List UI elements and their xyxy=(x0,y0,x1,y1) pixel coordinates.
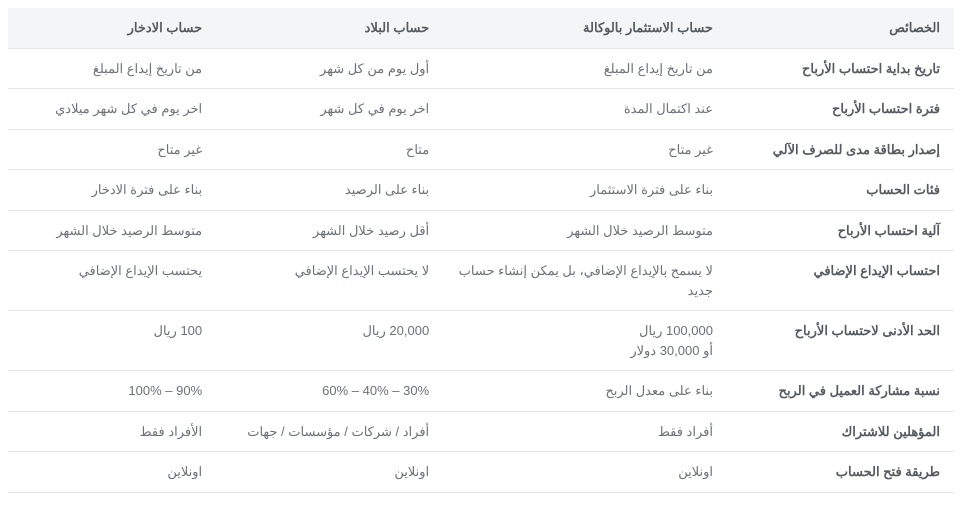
comparison-table: الخصائص حساب الاستثمار بالوكالة حساب الب… xyxy=(8,8,954,493)
wakala-cell: لا يسمح بالإيداع الإضافي، بل يمكن إنشاء … xyxy=(443,251,727,311)
savings-cell: متوسط الرصيد خلال الشهر xyxy=(8,210,216,251)
table-row: فئات الحساب بناء على فترة الاستثمار بناء… xyxy=(8,170,954,211)
wakala-cell: 100,000 ريالأو 30,000 دولار xyxy=(443,311,727,371)
savings-cell: غير متاح xyxy=(8,129,216,170)
bilad-cell: لا يحتسب الإيداع الإضافي xyxy=(216,251,443,311)
table-row: إصدار بطاقة مدى للصرف الآلي غير متاح متا… xyxy=(8,129,954,170)
wakala-cell: أفراد فقط xyxy=(443,411,727,452)
table-row: المؤهلين للاشتراك أفراد فقط أفراد / شركا… xyxy=(8,411,954,452)
col-header-features: الخصائص xyxy=(727,8,954,48)
savings-cell: 90% – 100% xyxy=(8,371,216,412)
feature-cell: المؤهلين للاشتراك xyxy=(727,411,954,452)
wakala-cell: اونلاين xyxy=(443,452,727,493)
bilad-cell: متاح xyxy=(216,129,443,170)
feature-cell: احتساب الإيداع الإضافي xyxy=(727,251,954,311)
col-header-savings: حساب الادخار xyxy=(8,8,216,48)
bilad-cell: أقل رصيد خلال الشهر xyxy=(216,210,443,251)
table-row: تاريخ بداية احتساب الأرباح من تاريخ إيدا… xyxy=(8,48,954,89)
table-row: احتساب الإيداع الإضافي لا يسمح بالإيداع … xyxy=(8,251,954,311)
savings-cell: بناء على فترة الادخار xyxy=(8,170,216,211)
wakala-cell: بناء على معدل الربح xyxy=(443,371,727,412)
wakala-cell: عند اكتمال المدة xyxy=(443,89,727,130)
wakala-cell: من تاريخ إيداع المبلغ xyxy=(443,48,727,89)
bilad-cell: بناء على الرصيد xyxy=(216,170,443,211)
savings-cell: يحتسب الإيداع الإضافي xyxy=(8,251,216,311)
feature-cell: طريقة فتح الحساب xyxy=(727,452,954,493)
col-header-wakala: حساب الاستثمار بالوكالة xyxy=(443,8,727,48)
savings-cell: اونلاين xyxy=(8,452,216,493)
feature-cell: آلية احتساب الأرباح xyxy=(727,210,954,251)
savings-cell: اخر يوم في كل شهر ميلادي xyxy=(8,89,216,130)
table-row: الحد الأدنى لاحتساب الأرباح 100,000 ريال… xyxy=(8,311,954,371)
bilad-cell: أفراد / شركات / مؤسسات / جهات xyxy=(216,411,443,452)
bilad-cell: 20,000 ريال xyxy=(216,311,443,371)
table-row: فترة احتساب الأرباح عند اكتمال المدة اخر… xyxy=(8,89,954,130)
feature-cell: إصدار بطاقة مدى للصرف الآلي xyxy=(727,129,954,170)
col-header-bilad: حساب البلاد xyxy=(216,8,443,48)
feature-cell: فئات الحساب xyxy=(727,170,954,211)
feature-cell: فترة احتساب الأرباح xyxy=(727,89,954,130)
wakala-cell: بناء على فترة الاستثمار xyxy=(443,170,727,211)
bilad-cell: أول يوم من كل شهر xyxy=(216,48,443,89)
savings-cell: 100 ريال xyxy=(8,311,216,371)
wakala-cell: غير متاح xyxy=(443,129,727,170)
feature-cell: الحد الأدنى لاحتساب الأرباح xyxy=(727,311,954,371)
bilad-cell: اخر يوم في كل شهر xyxy=(216,89,443,130)
bilad-cell: 30% – 40% – 60% xyxy=(216,371,443,412)
savings-cell: من تاريخ إيداع المبلغ xyxy=(8,48,216,89)
table-row: طريقة فتح الحساب اونلاين اونلاين اونلاين xyxy=(8,452,954,493)
feature-cell: تاريخ بداية احتساب الأرباح xyxy=(727,48,954,89)
table-header-row: الخصائص حساب الاستثمار بالوكالة حساب الب… xyxy=(8,8,954,48)
table-row: آلية احتساب الأرباح متوسط الرصيد خلال ال… xyxy=(8,210,954,251)
savings-cell: الأفراد فقط xyxy=(8,411,216,452)
table-row: نسبة مشاركة العميل في الربح بناء على معد… xyxy=(8,371,954,412)
bilad-cell: اونلاين xyxy=(216,452,443,493)
table-body: تاريخ بداية احتساب الأرباح من تاريخ إيدا… xyxy=(8,48,954,492)
wakala-cell: متوسط الرصيد خلال الشهر xyxy=(443,210,727,251)
feature-cell: نسبة مشاركة العميل في الربح xyxy=(727,371,954,412)
